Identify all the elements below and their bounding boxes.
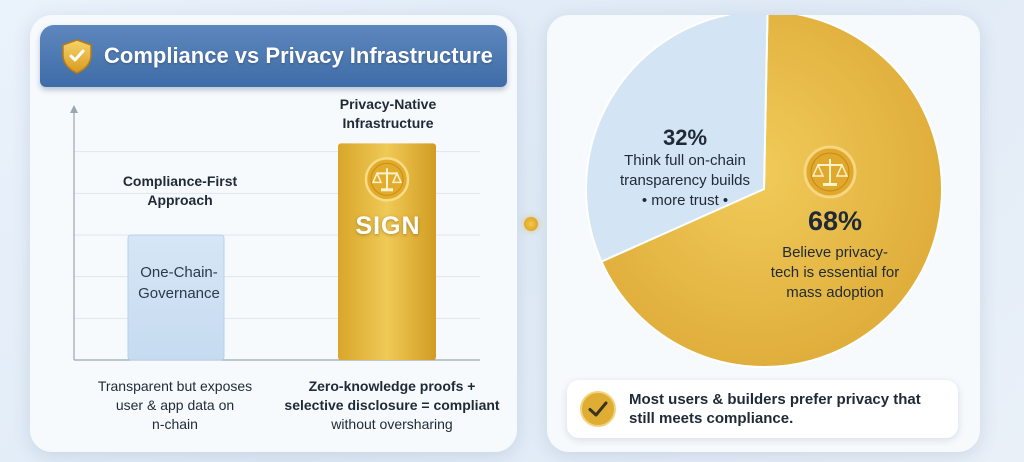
scales-icon — [803, 145, 857, 199]
bar-title-compliance: Compliance-First Approach — [122, 173, 238, 208]
bar-label-compliance: One-Chain- Governance — [138, 264, 220, 302]
summary-text: Most users & builders prefer privacy tha… — [629, 391, 921, 427]
caption-compliance: Transparent but exposes user & app data … — [97, 378, 253, 432]
check-icon — [580, 391, 616, 427]
bar-compliance-first — [127, 234, 225, 361]
bar-privacy-native — [338, 143, 436, 360]
pie-slice-68 — [600, 15, 944, 368]
survey-panel: 32% Think full on-chain transparency bui… — [547, 15, 980, 452]
pie-chart — [585, 15, 944, 368]
bar-title-privacy: Privacy-Native Infrastructure — [339, 96, 437, 131]
y-axis-arrow-icon — [70, 105, 78, 113]
panel-header: Compliance vs Privacy Infrastructure — [40, 25, 507, 87]
pie-label-32: 32% Think full on-chain transparency bui… — [619, 125, 751, 209]
summary-callout: Most users & builders prefer privacy tha… — [567, 380, 958, 438]
bar-chart — [70, 105, 480, 361]
comparison-panel: Compliance vs Privacy Infrastructure — [30, 15, 517, 452]
page-title: Compliance vs Privacy Infrastructure — [104, 43, 493, 68]
caption-privacy: Zero-knowledge proofs + selective disclo… — [284, 378, 500, 432]
connector-dot — [524, 217, 538, 231]
shield-icon — [62, 39, 92, 74]
pie-label-68: 68% Believe privacy- tech is essential f… — [770, 206, 900, 301]
pie-slice-32 — [585, 15, 769, 263]
scales-icon — [364, 157, 410, 202]
sign-label: SIGN — [355, 212, 421, 240]
